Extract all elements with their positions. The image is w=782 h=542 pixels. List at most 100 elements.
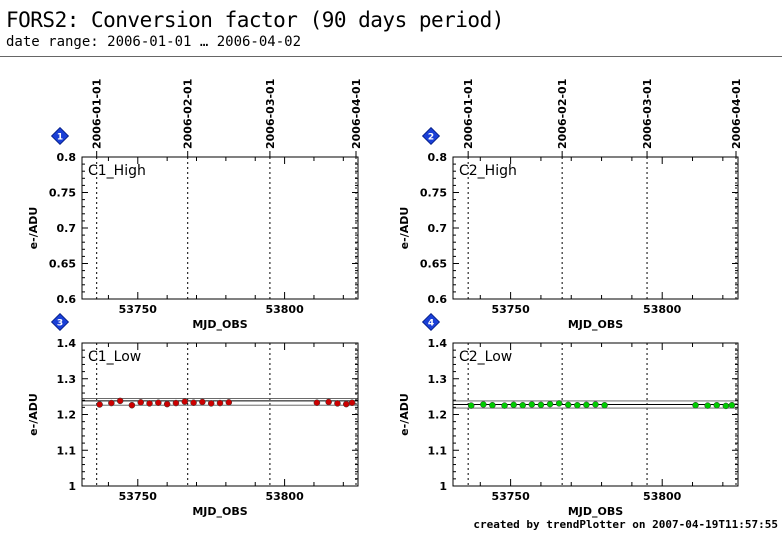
y-tick-label: 1.1 xyxy=(57,444,77,457)
date-tick-label: 2006-01-01 xyxy=(91,79,104,149)
data-point xyxy=(108,399,115,407)
y-tick-label: 0.65 xyxy=(49,258,76,271)
y-tick-label: 0.8 xyxy=(428,151,448,164)
y-tick-label: 0.7 xyxy=(428,222,448,235)
x-tick-label: 53750 xyxy=(119,303,158,316)
date-tick-label: 2006-01-01 xyxy=(462,79,475,149)
y-tick-label: 1.4 xyxy=(428,337,448,350)
x-tick-label: 53750 xyxy=(119,490,158,503)
panel-badge-icon xyxy=(50,126,70,146)
date-tick-label: 2006-02-01 xyxy=(182,79,195,149)
data-point xyxy=(722,402,730,410)
panel-badge-icon xyxy=(421,312,441,332)
y-tick-label: 0.6 xyxy=(428,293,448,306)
panel-2: 2006-01-01 2006-02-01 2006-03-01 2006-04-01… xyxy=(398,79,743,331)
x-tick-label: 53750 xyxy=(491,303,530,316)
data-point xyxy=(199,398,206,406)
panel-label: C1_High xyxy=(88,163,146,179)
data-point xyxy=(155,399,162,406)
y-tick-label: 0.6 xyxy=(57,293,77,306)
y-tick-label: 1.4 xyxy=(57,337,77,350)
data-point xyxy=(96,401,103,408)
data-point xyxy=(325,398,332,406)
data-point xyxy=(343,400,350,408)
data-point xyxy=(334,400,341,407)
header-divider xyxy=(0,56,782,57)
data-point xyxy=(601,401,608,409)
y-tick-label: 1.2 xyxy=(57,409,77,422)
plot-frame xyxy=(452,342,739,487)
y-tick-label: 0.8 xyxy=(57,151,77,164)
x-tick-label: 53800 xyxy=(265,490,304,503)
panel-badge-number: 3 xyxy=(57,319,63,329)
date-tick-label: 2006-02-01 xyxy=(556,79,569,149)
data-point xyxy=(207,400,215,407)
y-tick-label: 0.75 xyxy=(420,187,447,200)
data-point xyxy=(692,401,699,409)
panel-badge-number: 1 xyxy=(57,133,63,143)
x-tick-label: 53750 xyxy=(491,490,530,503)
date-tick-label: 2006-04-01 xyxy=(350,79,363,149)
data-point xyxy=(146,400,153,407)
date-tick-label: 2006-03-01 xyxy=(641,79,654,149)
y-tick-label: 1.2 xyxy=(428,409,448,422)
panel-1: 2006-01-01 2006-02-01 2006-03-01 2006-04-01… xyxy=(27,79,363,331)
panel-4: 1 1.1 1.2 1.3 1.4 53750 53800 C2_Low MJD_OBS e-/A… xyxy=(398,312,739,518)
x-tick-label: 53800 xyxy=(643,490,682,503)
data-point xyxy=(225,399,233,406)
plot-frame xyxy=(81,342,359,487)
panel-badge-icon xyxy=(421,126,441,146)
page-title: FORS2: Conversion factor (90 days period… xyxy=(6,8,504,32)
panel-badge-icon xyxy=(50,312,70,332)
data-point xyxy=(190,399,197,406)
y-tick-label: 1 xyxy=(439,480,447,493)
panel-label: C2_Low xyxy=(459,349,512,365)
panel-badge-number: 4 xyxy=(428,319,434,329)
data-point xyxy=(564,401,572,409)
data-point xyxy=(713,401,721,409)
date-tick-label: 2006-04-01 xyxy=(730,79,743,149)
data-point xyxy=(163,400,171,408)
y-tick-label: 0.65 xyxy=(420,258,447,271)
data-point xyxy=(128,401,136,409)
panel-label: C2_High xyxy=(459,163,517,179)
y-tick-label: 1.1 xyxy=(428,444,448,457)
panel-3: 1 1.1 1.2 1.3 1.4 53750 53800 C1_Low MJD_OBS e-/A… xyxy=(27,312,359,518)
data-point xyxy=(181,398,189,405)
y-tick-label: 1 xyxy=(68,480,76,493)
y-axis-title: e-/ADU xyxy=(27,393,40,436)
y-tick-label: 0.7 xyxy=(57,222,77,235)
panel-label: C1_Low xyxy=(88,349,141,365)
data-point xyxy=(116,397,124,405)
panel-badge-number: 2 xyxy=(428,133,434,143)
date-range-subtitle: date range: 2006-01-01 … 2006-04-02 xyxy=(6,34,302,50)
data-point xyxy=(592,401,599,408)
data-point xyxy=(519,401,526,409)
y-tick-label: 0.75 xyxy=(49,187,76,200)
data-point xyxy=(704,402,711,409)
data-point xyxy=(528,401,536,408)
x-axis-title: MJD_OBS xyxy=(192,505,247,518)
data-point xyxy=(216,399,224,407)
data-point xyxy=(313,399,321,406)
data-point xyxy=(728,401,736,409)
data-point xyxy=(480,401,487,408)
data-point xyxy=(583,401,590,409)
y-tick-label: 1.3 xyxy=(428,373,448,386)
plot-frame xyxy=(452,156,739,300)
y-axis-title: e-/ADU xyxy=(398,207,411,250)
x-tick-label: 53800 xyxy=(265,303,304,316)
date-tick-label: 2006-03-01 xyxy=(264,79,277,149)
x-axis-title: MJD_OBS xyxy=(192,318,247,331)
data-point xyxy=(172,399,180,407)
data-point xyxy=(348,399,356,406)
credit-line: created by trendPlotter on 2007-04-19T11… xyxy=(473,518,778,531)
x-axis-title: MJD_OBS xyxy=(568,318,623,331)
data-point xyxy=(555,400,563,407)
plot-frame xyxy=(81,156,359,300)
data-point xyxy=(137,399,144,406)
data-point xyxy=(489,401,496,409)
data-point xyxy=(537,401,545,409)
data-point xyxy=(501,402,508,409)
